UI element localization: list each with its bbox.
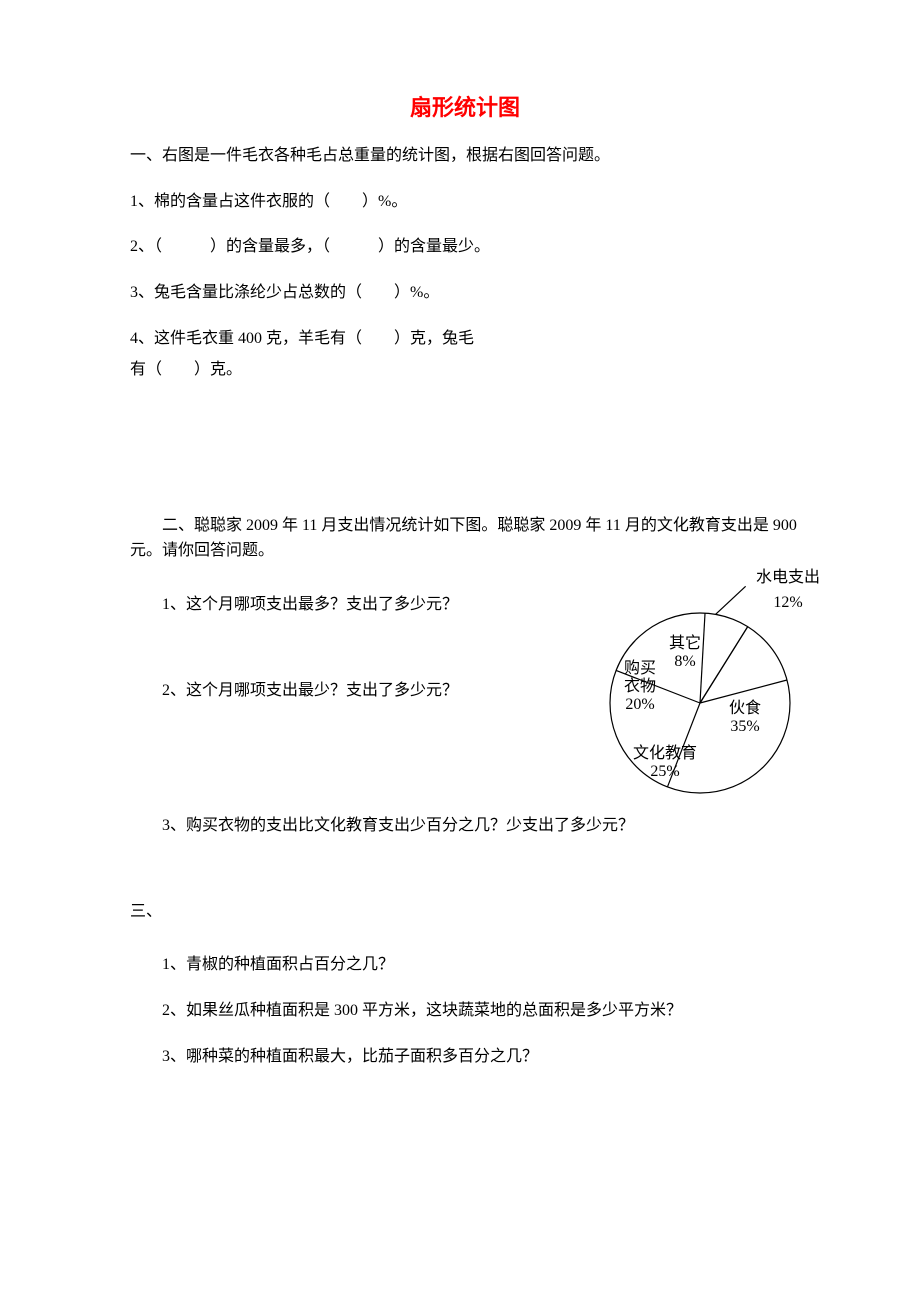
s3-q1: 1、青椒的种植面积占百分之几？ [130,952,800,978]
svg-text:购买: 购买 [624,659,656,677]
section-2: 二、聪聪家 2009 年 11 月支出情况统计如下图。聪聪家 2009 年 11… [130,513,800,839]
page-title: 扇形统计图 [130,90,800,125]
svg-text:8%: 8% [674,653,695,670]
svg-text:其它: 其它 [669,634,701,652]
svg-text:伙食: 伙食 [729,699,761,717]
expense-pie-chart: 水电支出 12% 伙食35%文化教育25%购买衣物20%其它8% [570,573,830,842]
pie-ext-label-line1: 水电支出 [756,569,820,586]
s1-q4b: 有（ ）克。 [130,357,800,383]
page: 扇形统计图 一、右图是一件毛衣各种毛占总重量的统计图，根据右图回答问题。 1、棉… [0,0,920,1302]
svg-text:20%: 20% [625,696,654,713]
s1-intro: 一、右图是一件毛衣各种毛占总重量的统计图，根据右图回答问题。 [130,143,800,169]
s3-heading: 三、 [130,899,800,925]
s2-intro: 二、聪聪家 2009 年 11 月支出情况统计如下图。聪聪家 2009 年 11… [130,513,800,564]
svg-text:35%: 35% [730,718,759,735]
pie-external-label: 水电支出 12% [756,565,820,616]
s1-q3: 3、兔毛含量比涤纶少占总数的（ ）%。 [130,280,800,306]
section-3: 三、 1、青椒的种植面积占百分之几？ 2、如果丝瓜种植面积是 300 平方米，这… [130,899,800,1069]
svg-text:衣物: 衣物 [624,677,656,695]
svg-text:文化教育: 文化教育 [633,744,697,762]
svg-text:25%: 25% [650,763,679,780]
pie-ext-label-line2: 12% [773,594,802,611]
s1-q1: 1、棉的含量占这件衣服的（ ）%。 [130,189,800,215]
s3-q3: 3、哪种菜的种植面积最大，比茄子面积多百分之几？ [130,1044,800,1070]
s3-q2: 2、如果丝瓜种植面积是 300 平方米，这块蔬菜地的总面积是多少平方米？ [130,998,800,1024]
s1-q4a: 4、这件毛衣重 400 克，羊毛有（ ）克，兔毛 [130,326,800,352]
s1-q2: 2、（ ）的含量最多，（ ）的含量最少。 [130,234,800,260]
